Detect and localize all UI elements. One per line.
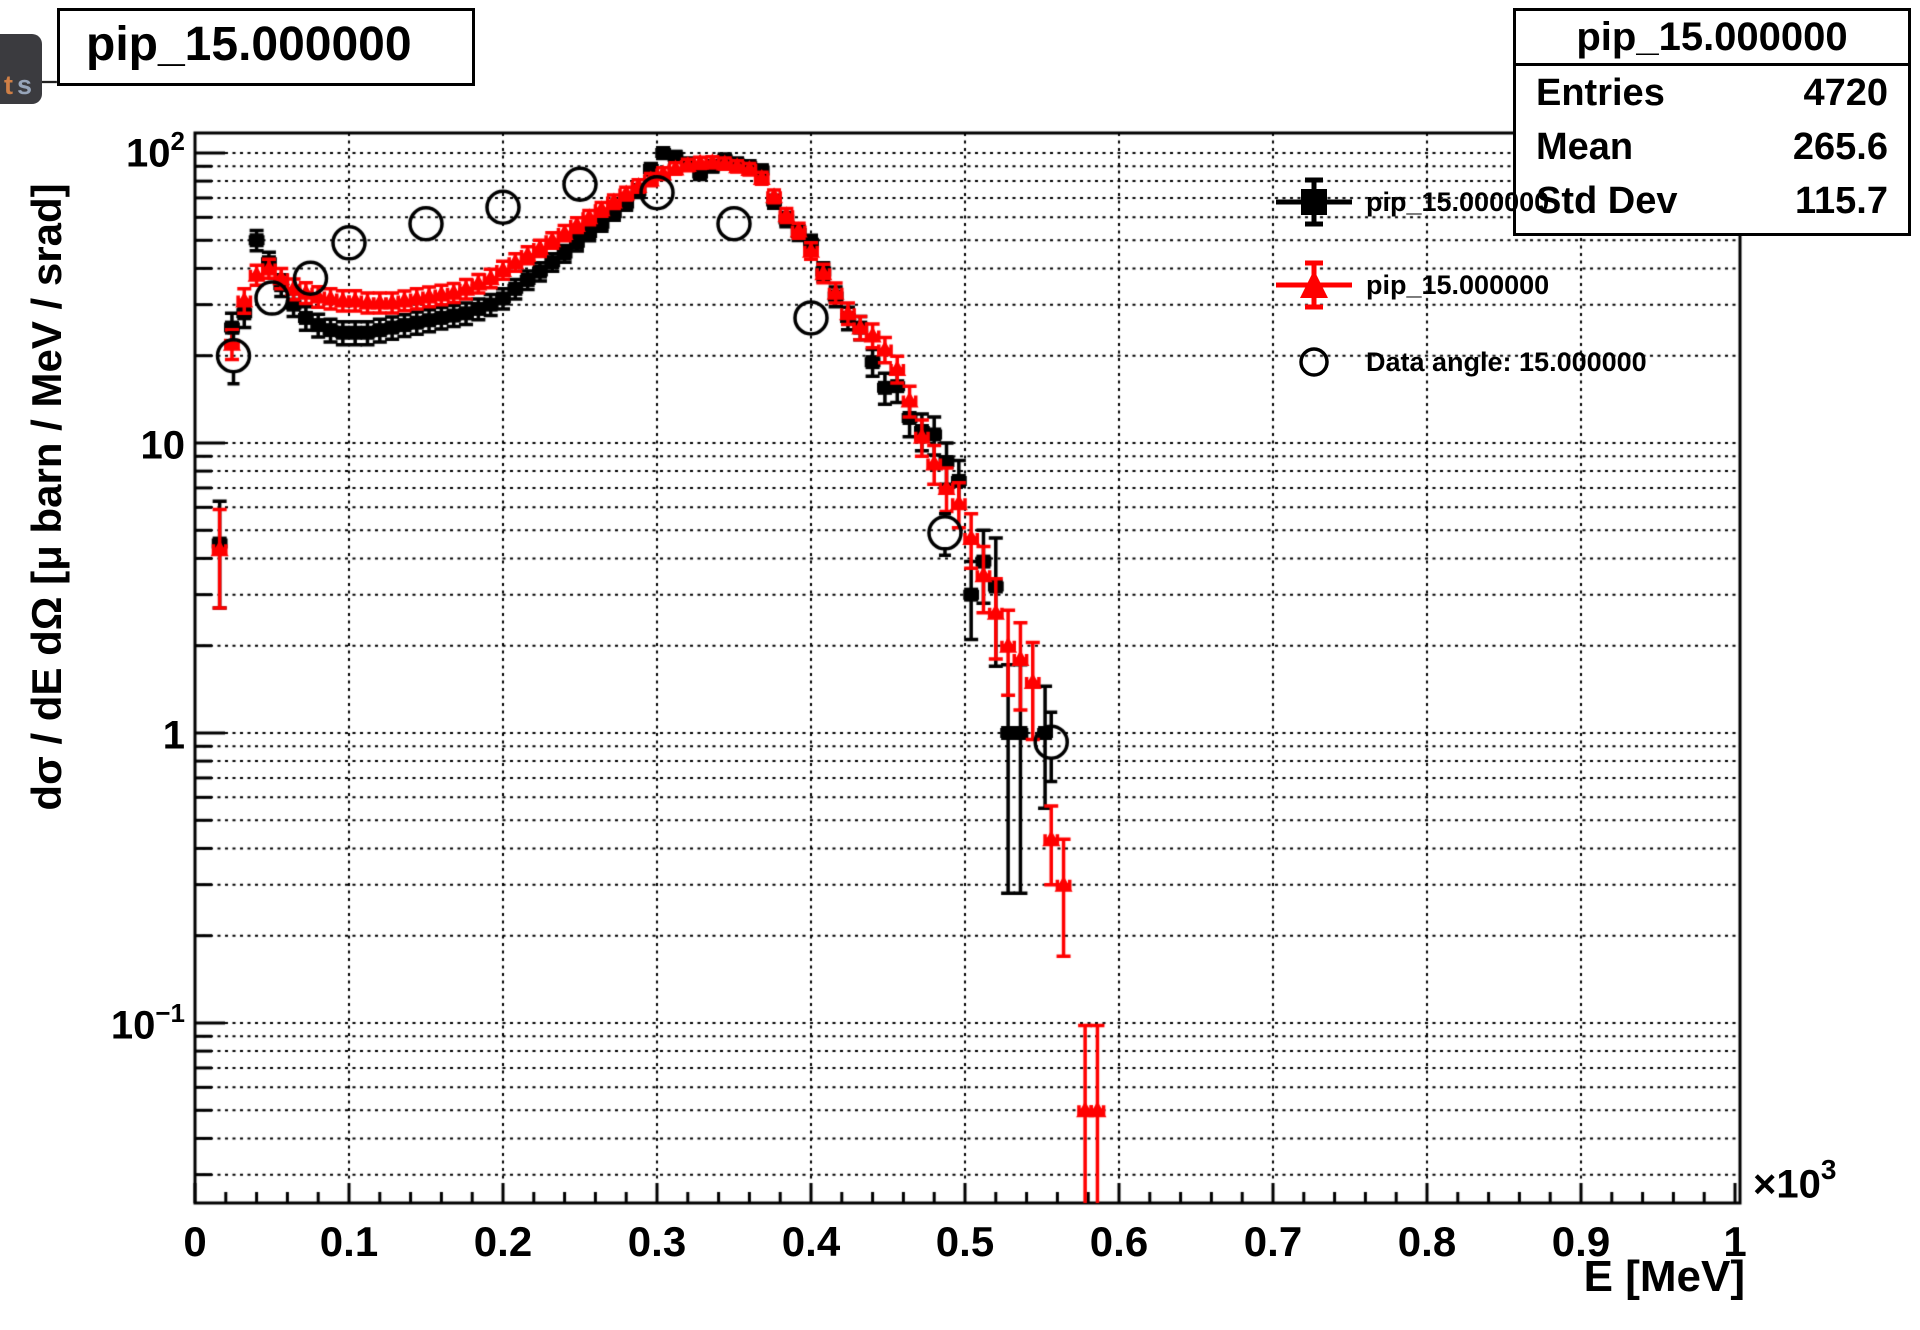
x-tick-0.5: 0.5 <box>935 1218 995 1265</box>
legend-label: Data angle: 15.000000 <box>1366 347 1647 377</box>
stats-value: 265.6 <box>1792 125 1888 168</box>
stats-row-entries: Entries 4720 <box>1516 72 1908 115</box>
corner-tab[interactable]: t s <box>0 34 42 104</box>
stats-row-stddev: Std Dev 115.7 <box>1516 180 1908 223</box>
stats-title: pip_15.000000 <box>1516 11 1908 66</box>
x-tick-0.9: 0.9 <box>1551 1218 1611 1265</box>
stats-row-mean: Mean 265.6 <box>1516 126 1908 169</box>
legend-label: pip_15.000000 <box>1366 270 1550 300</box>
x-tick-0.6: 0.6 <box>1089 1218 1149 1265</box>
open-circle-icon <box>1299 347 1329 377</box>
x-tick-0.7: 0.7 <box>1243 1218 1303 1265</box>
stats-value: 115.7 <box>1795 179 1888 222</box>
x-tick-0.4: 0.4 <box>781 1218 841 1265</box>
x-tick-1: 1 <box>1723 1218 1747 1265</box>
y-tick-1: 1 <box>162 713 185 758</box>
stats-value: 4720 <box>1803 71 1888 114</box>
legend-label: pip_15.000000 <box>1366 187 1550 217</box>
y-tick-0p1: 10−1 <box>110 998 185 1048</box>
stats-label: Mean <box>1536 125 1634 168</box>
x-axis-multiplier: ×103 <box>1753 1154 1837 1207</box>
x-tick-0.2: 0.2 <box>473 1218 533 1265</box>
stats-label: Entries <box>1536 71 1665 114</box>
stats-rows: Entries 4720 Mean 265.6 Std Dev 115.7 <box>1516 66 1908 228</box>
histogram-title-box: pip_15.000000 <box>57 8 475 86</box>
x-tick-0: 0 <box>183 1218 207 1265</box>
stats-label: Std Dev <box>1536 179 1678 222</box>
stats-box: pip_15.000000 Entries 4720 Mean 265.6 St… <box>1513 8 1911 236</box>
y-tick-10: 10 <box>140 423 186 468</box>
x-tick-0.1: 0.1 <box>319 1218 379 1265</box>
y-tick-100: 102 <box>126 126 185 176</box>
x-tick-0.3: 0.3 <box>627 1218 687 1265</box>
black-square-errorbar-icon <box>1276 177 1352 227</box>
tab-label-part1: t <box>4 70 13 100</box>
x-axis-title: E [MeV] <box>1583 1252 1745 1301</box>
tab-label-part2: s <box>17 70 33 100</box>
x-tick-0.8: 0.8 <box>1397 1218 1457 1265</box>
histogram-title: pip_15.000000 <box>86 18 412 71</box>
red-triangle-errorbar-icon <box>1276 260 1352 310</box>
